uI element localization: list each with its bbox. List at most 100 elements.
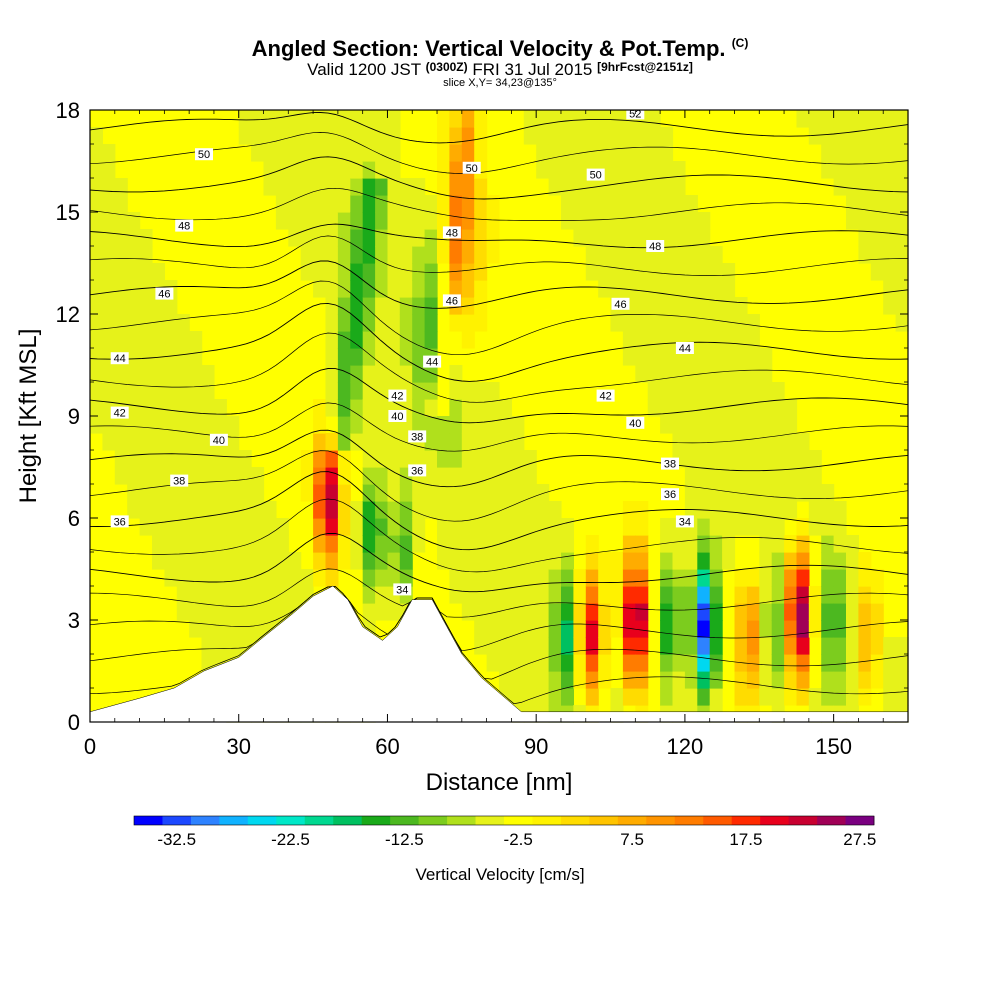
velocity-cell [313,433,327,451]
velocity-cell [201,552,215,570]
velocity-cell [573,161,587,179]
velocity-cell [796,467,810,485]
label-box [646,240,665,252]
colorbar-tick-label: -32.5 [157,830,196,849]
label-box [675,342,694,354]
velocity-cell [275,569,289,587]
velocity-cell [746,399,760,417]
velocity-cell [808,110,822,128]
velocity-cell [759,399,773,417]
velocity-cell [833,603,847,621]
velocity-cell [238,127,252,145]
velocity-cell [722,416,736,434]
velocity-cell [833,110,847,128]
velocity-cell [709,552,723,570]
velocity-cell [598,246,612,264]
velocity-cell [660,671,674,689]
velocity-cell [660,314,674,332]
velocity-cell [635,518,649,536]
velocity-cell [251,518,265,536]
velocity-cell [561,654,574,672]
velocity-cell [461,178,475,196]
velocity-cell [114,433,128,451]
velocity-cell [139,484,153,502]
velocity-cell [213,637,227,655]
velocity-cell [313,569,327,587]
velocity-cell [895,229,909,247]
velocity-cell [647,161,661,179]
velocity-cell [672,212,686,230]
velocity-cell [585,246,599,264]
colorbar-tick-label: 27.5 [843,830,876,849]
velocity-cell [90,382,103,400]
velocity-cell [152,365,165,383]
velocity-cell [474,552,488,570]
velocity-cell [424,212,438,230]
label-text: 36 [114,516,126,528]
velocity-cell [883,280,897,298]
velocity-cell [325,195,339,213]
velocity-cell [709,637,723,655]
velocity-cell [300,161,314,179]
isentrope-label: 42 [596,389,615,403]
velocity-cell [176,552,190,570]
velocity-cell [796,603,810,621]
velocity-cell [585,535,599,553]
velocity-cell [808,484,822,502]
velocity-cell [697,620,711,638]
velocity-cell [399,195,413,213]
velocity-cell [585,263,599,281]
velocity-cell [771,569,785,587]
isentrope-minor [89,280,909,356]
velocity-cell [424,246,438,264]
velocity-cell [858,569,872,587]
velocity-cell [449,552,463,570]
velocity-cell [300,229,314,247]
velocity-cell [585,127,599,145]
velocity-cell [660,263,674,281]
velocity-cell [263,535,277,553]
velocity-cell [375,382,389,400]
velocity-cell [598,603,612,621]
velocity-cell [796,671,810,689]
velocity-cell [561,552,574,570]
velocity-cell [684,637,698,655]
velocity-cell [499,399,512,417]
velocity-cell [139,314,153,332]
velocity-cell [561,637,574,655]
velocity-cell [375,212,389,230]
velocity-cell [598,144,612,162]
velocity-cell [362,195,376,213]
velocity-cell [337,450,351,468]
velocity-cell [622,331,636,349]
velocity-cell [449,484,463,502]
velocity-cell [536,535,550,553]
velocity-cell [846,586,859,604]
velocity-cell [746,518,760,536]
velocity-cell [536,586,550,604]
label-text: 38 [173,476,185,488]
velocity-cell [808,450,822,468]
velocity-cell [672,229,686,247]
velocity-cell [486,535,500,553]
velocity-cell [362,382,376,400]
velocity-cell [387,297,401,315]
velocity-cell [585,586,599,604]
velocity-cell [189,416,203,434]
velocity-cell [796,569,810,587]
velocity-cell [870,263,884,281]
isentrope-label: 46 [442,294,461,307]
velocity-cell [734,365,748,383]
velocity-cell [697,314,711,332]
velocity-cell [362,229,376,247]
isentrope-label: 34 [675,515,694,528]
velocity-cell [523,518,537,536]
velocity-cell [474,127,488,145]
velocity-cell [784,399,798,417]
velocity-cell [486,603,500,621]
velocity-cell [697,586,711,604]
y-tick-label: 18 [56,98,80,123]
velocity-cell [846,110,859,128]
velocity-cell [387,229,401,247]
velocity-cell [759,501,773,519]
